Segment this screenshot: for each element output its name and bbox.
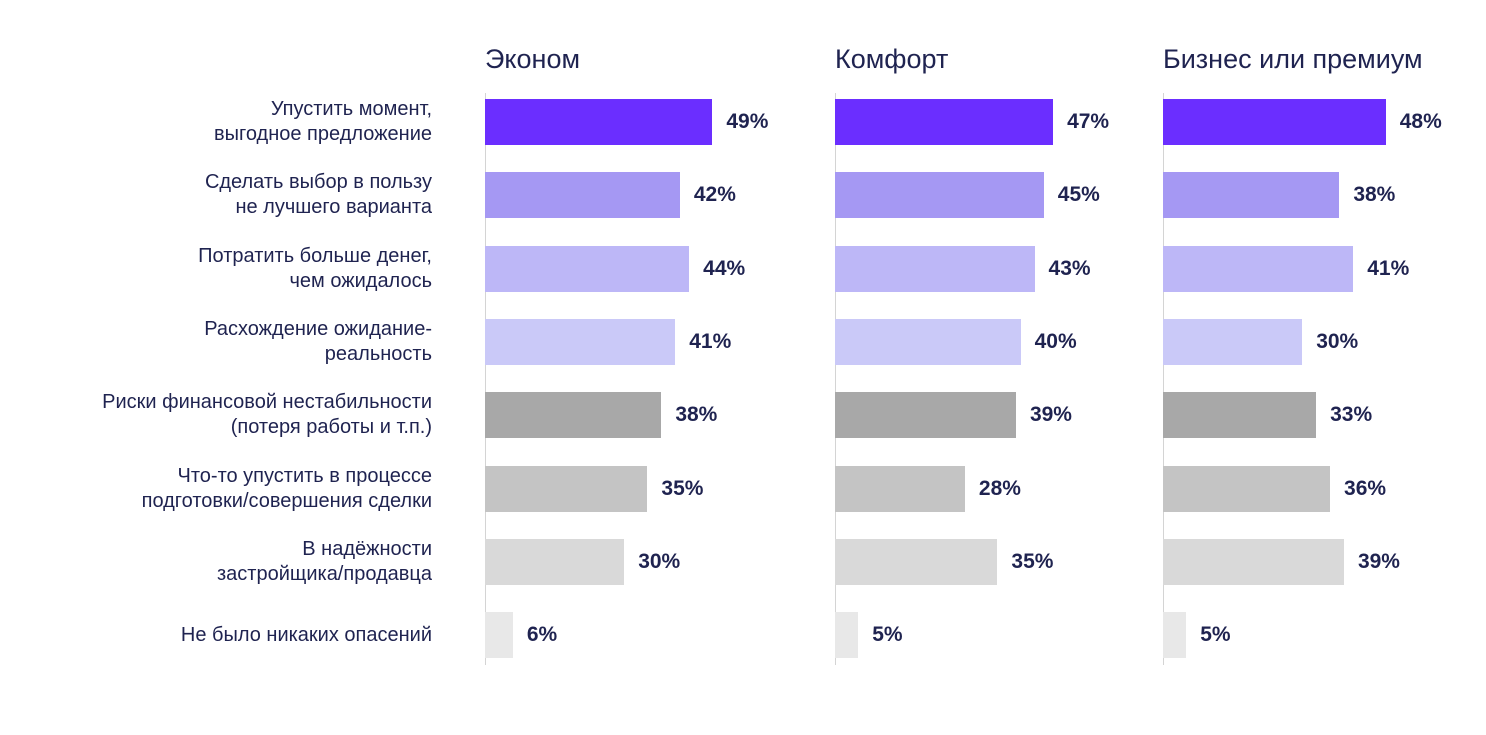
bar bbox=[485, 612, 513, 659]
value-label: 45% bbox=[1057, 183, 1100, 207]
bar bbox=[835, 245, 1035, 292]
bar bbox=[485, 99, 713, 145]
axis-line bbox=[485, 93, 486, 665]
bar bbox=[835, 392, 1016, 439]
axis-line bbox=[1163, 93, 1164, 665]
bar bbox=[1163, 245, 1354, 292]
category-label: Сделать выбор в пользу не лучшего вариан… bbox=[204, 171, 432, 219]
bar bbox=[1163, 392, 1317, 439]
bar bbox=[835, 538, 998, 585]
bar bbox=[485, 465, 648, 512]
bar bbox=[485, 392, 662, 439]
axis-line bbox=[835, 93, 836, 665]
value-label: 28% bbox=[978, 476, 1021, 500]
bar bbox=[485, 538, 625, 585]
value-label: 39% bbox=[1029, 403, 1072, 427]
value-label: 5% bbox=[872, 623, 903, 647]
category-label: Риски финансовой нестабильности (потеря … bbox=[102, 391, 432, 439]
value-label: 36% bbox=[1344, 476, 1387, 500]
value-label: 41% bbox=[1367, 256, 1410, 280]
value-label: 35% bbox=[661, 476, 704, 500]
value-label: 39% bbox=[1357, 549, 1400, 573]
bar bbox=[1163, 172, 1340, 219]
bar bbox=[835, 465, 965, 512]
bar bbox=[485, 245, 690, 292]
value-label: 43% bbox=[1048, 256, 1091, 280]
bar bbox=[1163, 538, 1344, 585]
value-label: 6% bbox=[526, 623, 558, 647]
value-label: 33% bbox=[1330, 403, 1373, 427]
bar bbox=[1163, 465, 1331, 512]
value-label: 38% bbox=[675, 403, 718, 427]
category-label: В надёжности застройщика/продавца bbox=[217, 537, 432, 585]
value-label: 35% bbox=[1011, 549, 1054, 573]
value-label: 42% bbox=[693, 183, 736, 207]
bar bbox=[485, 318, 676, 365]
value-label: 48% bbox=[1399, 110, 1442, 133]
panel-title: Комфорт bbox=[835, 44, 949, 74]
bar bbox=[1163, 318, 1303, 365]
bar bbox=[835, 318, 1021, 365]
panel-title: Бизнес или премиум bbox=[1163, 44, 1423, 74]
category-label: Упустить момент, выгодное предложение bbox=[214, 98, 432, 145]
bar bbox=[1163, 612, 1187, 659]
value-label: 30% bbox=[638, 549, 681, 573]
value-label: 38% bbox=[1353, 183, 1396, 207]
value-label: 5% bbox=[1200, 623, 1231, 647]
category-label: Расхождение ожидание- реальность bbox=[204, 317, 432, 365]
category-label: Что-то упустить в процессе подготовки/со… bbox=[141, 464, 432, 512]
value-label: 41% bbox=[689, 329, 732, 353]
value-label: 44% bbox=[703, 256, 746, 280]
bar bbox=[1163, 99, 1386, 145]
category-label: Потратить больше денег, чем ожидалось bbox=[198, 244, 432, 292]
bar bbox=[835, 612, 859, 659]
value-label: 30% bbox=[1316, 329, 1359, 353]
panel-title: Эконом bbox=[485, 44, 581, 74]
bar bbox=[835, 172, 1044, 219]
value-label: 47% bbox=[1067, 110, 1110, 133]
value-label: 49% bbox=[726, 110, 769, 133]
bar bbox=[835, 99, 1054, 145]
bar bbox=[485, 172, 680, 219]
category-label: Не было никаких опасений bbox=[180, 623, 432, 646]
value-label: 40% bbox=[1034, 329, 1077, 353]
